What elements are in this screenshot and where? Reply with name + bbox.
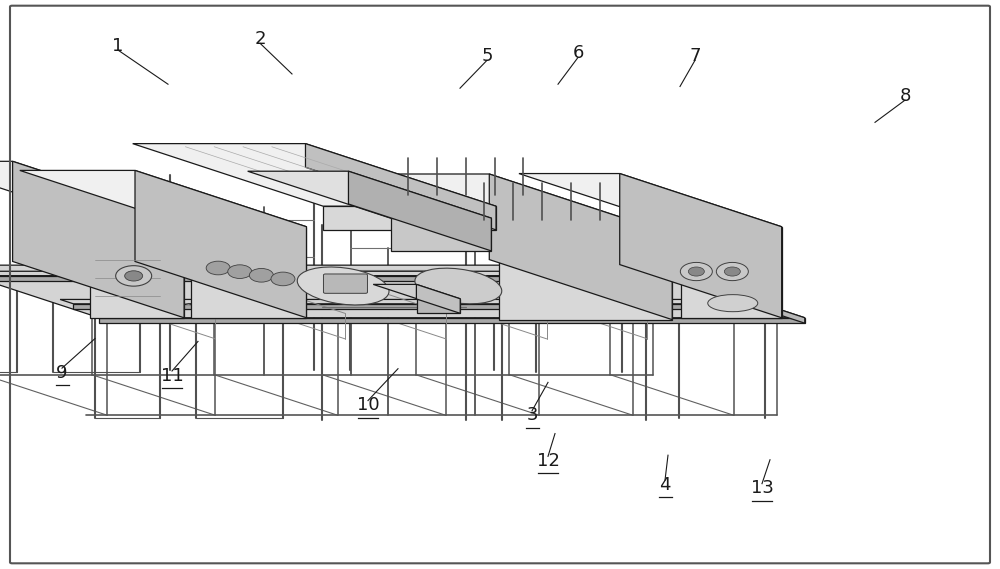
Ellipse shape	[415, 268, 502, 304]
Polygon shape	[323, 206, 496, 230]
Polygon shape	[391, 218, 491, 251]
Text: 10: 10	[357, 396, 379, 414]
Polygon shape	[0, 275, 693, 281]
Text: 6: 6	[572, 44, 584, 62]
Polygon shape	[135, 171, 306, 318]
Polygon shape	[373, 284, 460, 299]
Text: 13: 13	[751, 479, 773, 497]
Polygon shape	[681, 226, 782, 318]
Ellipse shape	[297, 267, 389, 305]
Polygon shape	[766, 299, 779, 310]
Ellipse shape	[708, 295, 758, 312]
Text: 8: 8	[899, 86, 911, 105]
Text: 1: 1	[112, 36, 124, 55]
Text: 4: 4	[659, 476, 671, 494]
Polygon shape	[680, 271, 693, 281]
Polygon shape	[191, 226, 306, 318]
Circle shape	[680, 262, 712, 281]
Polygon shape	[90, 218, 184, 318]
Polygon shape	[519, 174, 782, 226]
Circle shape	[206, 261, 230, 275]
Text: 5: 5	[481, 47, 493, 65]
Polygon shape	[0, 265, 805, 318]
Polygon shape	[99, 318, 805, 323]
Polygon shape	[248, 171, 491, 218]
Polygon shape	[499, 234, 672, 320]
Polygon shape	[305, 143, 496, 230]
Polygon shape	[0, 271, 693, 275]
Text: 3: 3	[526, 406, 538, 424]
Polygon shape	[13, 162, 184, 318]
Circle shape	[249, 269, 273, 282]
Circle shape	[724, 267, 740, 276]
Polygon shape	[0, 162, 184, 218]
Text: 11: 11	[161, 366, 183, 385]
Text: 12: 12	[537, 452, 559, 470]
Circle shape	[125, 271, 143, 281]
Polygon shape	[73, 304, 779, 310]
Circle shape	[688, 267, 704, 276]
Polygon shape	[417, 299, 460, 314]
Polygon shape	[60, 299, 779, 304]
Circle shape	[716, 262, 748, 281]
Circle shape	[271, 272, 295, 286]
Text: 7: 7	[689, 47, 701, 65]
Polygon shape	[489, 174, 672, 320]
Polygon shape	[20, 171, 306, 226]
Polygon shape	[620, 174, 782, 318]
Polygon shape	[316, 174, 672, 234]
Polygon shape	[348, 171, 491, 251]
Polygon shape	[133, 143, 496, 206]
Circle shape	[228, 265, 252, 278]
Text: 2: 2	[254, 30, 266, 48]
Circle shape	[116, 266, 152, 286]
Polygon shape	[645, 265, 805, 323]
FancyBboxPatch shape	[323, 274, 367, 294]
Polygon shape	[416, 284, 460, 314]
Text: 9: 9	[56, 364, 68, 382]
